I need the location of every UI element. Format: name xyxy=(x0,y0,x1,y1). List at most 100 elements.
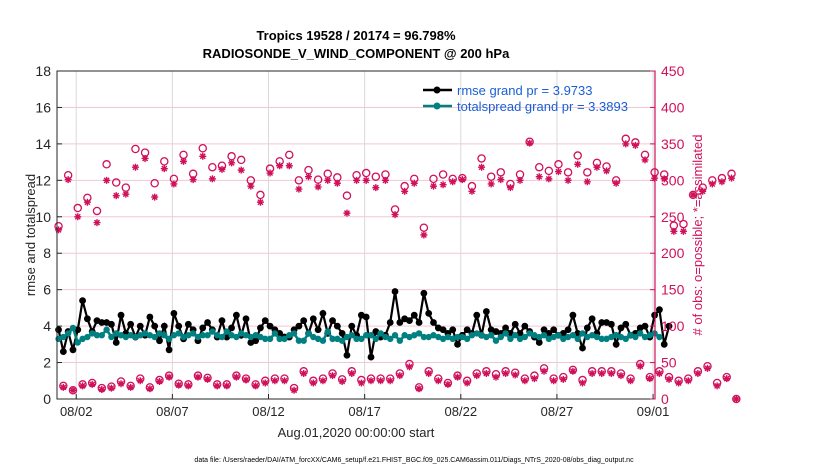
obs-assimilated-point xyxy=(242,376,250,384)
obs-possible-point xyxy=(438,170,448,179)
totalspread-point xyxy=(266,335,274,343)
totalspread-point xyxy=(387,335,394,343)
y-right-tick-label: 250 xyxy=(661,209,685,225)
obs-assimilated-point xyxy=(74,213,82,221)
totalspread-point xyxy=(189,330,197,337)
obs-assimilated-point xyxy=(237,166,245,174)
obs-assimilated-point xyxy=(478,163,486,171)
obs-assimilated-point xyxy=(694,369,702,377)
obs-possible-point xyxy=(102,160,111,169)
totalspread-point xyxy=(324,328,331,335)
obs-assimilated-point xyxy=(228,159,236,167)
totalspread-point xyxy=(348,332,355,339)
obs-assimilated-point xyxy=(492,373,500,381)
y-left-tick-label: 4 xyxy=(43,318,51,334)
rmse-point xyxy=(343,351,351,359)
totalspread-point xyxy=(185,332,192,339)
rmse-point xyxy=(482,308,490,315)
rmse-point xyxy=(473,311,481,319)
totalspread-point xyxy=(74,339,81,346)
rmse-point xyxy=(257,324,264,332)
x-axis-ticks: 08/02 08/07 08/12 08/17 08/22 08/27 09/01 xyxy=(60,394,669,419)
obs-assimilated-point xyxy=(180,157,188,165)
rmse-point xyxy=(415,319,423,326)
totalspread-point xyxy=(449,335,456,343)
obs-possible-point xyxy=(371,172,381,181)
obs-assimilated-point xyxy=(338,378,346,386)
totalspread-point xyxy=(117,332,125,339)
totalspread-point xyxy=(295,337,303,344)
obs-assimilated-point xyxy=(271,377,279,385)
obs-assimilated-point xyxy=(463,379,471,387)
totalspread-point xyxy=(612,332,620,339)
obs-assimilated-point xyxy=(107,384,115,392)
obs-assimilated-point xyxy=(103,176,111,184)
obs-assimilated-point xyxy=(295,185,303,193)
totalspread-point xyxy=(132,333,139,341)
obs-possible-point xyxy=(486,172,496,181)
totalspread-point xyxy=(223,328,230,335)
series-totalspread xyxy=(55,324,663,346)
totalspread-point xyxy=(84,333,91,341)
obs-assimilated-point xyxy=(112,192,120,200)
rmse-point xyxy=(319,309,327,317)
x-axis-label: Aug.01,2020 00:00:00 start xyxy=(278,425,435,440)
totalspread-point xyxy=(358,335,365,343)
obs-assimilated-point xyxy=(502,369,510,377)
obs-assimilated-point xyxy=(151,193,159,201)
y-right-tick-label: 0 xyxy=(661,391,669,407)
totalspread-point xyxy=(372,335,380,343)
totalspread-point xyxy=(218,333,226,341)
totalspread-point xyxy=(286,332,293,339)
totalspread-point xyxy=(516,335,524,343)
totalspread-point xyxy=(627,332,634,339)
totalspread-point xyxy=(531,332,538,339)
obs-assimilated-point xyxy=(146,385,154,393)
obs-possible-point xyxy=(179,150,188,160)
rmse-point xyxy=(410,311,418,319)
rmse-point xyxy=(329,317,336,325)
obs-assimilated-point xyxy=(670,227,678,235)
obs-assimilated-point xyxy=(425,369,433,377)
obs-possible-point xyxy=(208,162,217,172)
totalspread-point xyxy=(127,332,134,339)
obs-assimilated-point xyxy=(684,377,692,385)
obs-assimilated-point xyxy=(266,169,274,177)
x-tick-label: 08/27 xyxy=(541,404,574,419)
totalspread-point xyxy=(300,337,307,344)
rmse-point xyxy=(136,322,144,330)
totalspread-point xyxy=(262,335,269,343)
obs-assimilated-point xyxy=(194,373,202,381)
obs-assimilated-point xyxy=(579,379,587,387)
totalspread-point xyxy=(487,332,495,339)
totalspread-point xyxy=(598,335,605,343)
totalspread-point xyxy=(238,330,245,337)
obs-possible-point xyxy=(732,394,741,404)
obs-possible-point xyxy=(111,178,121,187)
obs-assimilated-point xyxy=(396,372,404,380)
obs-assimilated-point xyxy=(588,369,596,377)
rmse-line xyxy=(57,291,671,358)
totalspread-point xyxy=(233,333,240,341)
obs-assimilated-point xyxy=(83,198,91,206)
y-right-tick-label: 400 xyxy=(661,99,685,115)
totalspread-point xyxy=(79,335,86,343)
obs-possible-point xyxy=(361,168,371,178)
totalspread-point xyxy=(151,333,158,341)
obs-possible-point xyxy=(256,190,265,200)
rmse-point xyxy=(463,326,471,334)
rmse-point xyxy=(59,348,67,356)
obs-assimilated-point xyxy=(309,379,317,387)
y-axis-right-ticks: 0 50 100 150 200 250 300 350 400 450 xyxy=(650,63,685,407)
obs-possible-point xyxy=(583,168,592,177)
totalspread-point xyxy=(334,335,341,343)
obs-assimilated-point xyxy=(641,156,649,164)
totalspread-point xyxy=(617,333,625,341)
rmse-point xyxy=(569,311,577,319)
rmse-point xyxy=(617,324,625,332)
obs-assimilated-point xyxy=(88,380,96,388)
totalspread-point xyxy=(502,330,509,337)
obs-assimilated-point xyxy=(300,369,308,377)
obs-assimilated-point xyxy=(545,175,553,183)
obs-assimilated-point xyxy=(530,375,538,383)
